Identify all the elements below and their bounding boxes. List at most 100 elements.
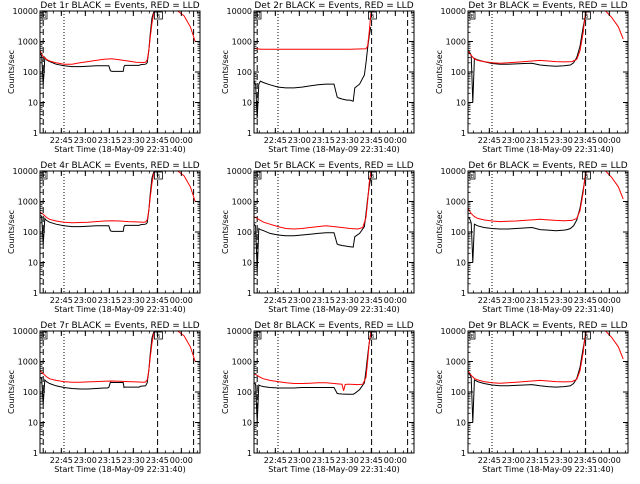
- y-tick-label: 1: [33, 289, 38, 298]
- lld-series-line: [40, 11, 196, 65]
- lld-series-line: [40, 171, 196, 224]
- annotation-box: [582, 331, 591, 340]
- x-tick-label: 22:45: [478, 296, 501, 305]
- x-tick-label: 22:45: [50, 136, 73, 145]
- y-tick-label: 1: [461, 129, 466, 138]
- x-tick-label: 23:30: [550, 456, 573, 465]
- events-series-line: [40, 171, 160, 245]
- x-tick-label: 23:30: [122, 456, 145, 465]
- y-axis-label: Counts/sec: [221, 50, 230, 94]
- panel-title: Det 1r BLACK = Events, RED = LLD: [40, 1, 199, 11]
- x-tick-label: 23:45: [574, 296, 597, 305]
- x-axis-label: Start Time (18-May-09 22:31:40): [268, 305, 399, 314]
- x-tick-label: 23:45: [146, 456, 169, 465]
- annotation-box: [153, 11, 163, 20]
- annotation-box: [582, 171, 591, 180]
- annotation-box-label: B: [371, 334, 375, 340]
- y-axis-label: Counts/sec: [435, 370, 444, 414]
- x-tick-label: 23:30: [122, 136, 145, 145]
- panel-title: Det 5r BLACK = Events, RED = LLD: [254, 161, 413, 171]
- annotation-box: [367, 11, 377, 20]
- x-tick-label: 23:15: [312, 456, 335, 465]
- annotation-box-label: B: [43, 14, 47, 20]
- y-tick-label: 100: [451, 68, 466, 77]
- y-tick-label: 10: [456, 419, 466, 428]
- x-tick-label: 00:00: [384, 296, 407, 305]
- x-tick-label: 00:00: [598, 456, 621, 465]
- x-axis-label: Start Time (18-May-09 22:31:40): [268, 465, 399, 474]
- x-tick-label: 23:45: [574, 456, 597, 465]
- x-tick-label: 00:00: [384, 136, 407, 145]
- x-axis-label: Start Time (18-May-09 22:31:40): [482, 305, 613, 314]
- lld-series-line: [468, 171, 624, 223]
- y-tick-label: 1: [247, 449, 252, 458]
- x-tick-label: 23:15: [98, 136, 121, 145]
- events-series-line: [468, 331, 588, 423]
- y-tick-label: 1: [461, 289, 466, 298]
- annotation-box-label: B: [471, 334, 475, 340]
- y-tick-label: 10000: [441, 167, 466, 176]
- events-series-line: [40, 331, 160, 405]
- y-axis-label: Counts/sec: [7, 50, 16, 94]
- y-tick-label: 1000: [446, 198, 466, 207]
- annotation-box: [153, 171, 163, 180]
- panel-title: Det 7r BLACK = Events, RED = LLD: [40, 321, 199, 331]
- x-tick-label: 00:00: [598, 296, 621, 305]
- y-tick-label: 1: [247, 129, 252, 138]
- x-tick-label: 23:45: [360, 296, 383, 305]
- x-tick-label: 23:30: [550, 296, 573, 305]
- panel-det-5: Det 5r BLACK = Events, RED = LLD B B 1 10 100…: [221, 161, 415, 314]
- annotation-box-label: B: [471, 174, 475, 180]
- lld-series-line: [254, 11, 408, 50]
- panel-title: Det 8r BLACK = Events, RED = LLD: [254, 321, 413, 331]
- lld-series-line: [468, 331, 624, 384]
- y-tick-label: 10000: [13, 327, 38, 336]
- y-axis-label: Counts/sec: [221, 370, 230, 414]
- x-tick-label: 23:45: [574, 136, 597, 145]
- y-axis-label: Counts/sec: [221, 210, 230, 254]
- annotation-box-label: B: [585, 14, 589, 20]
- x-tick-label: 23:00: [74, 296, 97, 305]
- x-tick-label: 22:45: [50, 456, 73, 465]
- x-tick-label: 23:00: [502, 296, 525, 305]
- y-tick-label: 10: [28, 419, 38, 428]
- x-tick-label: 23:30: [336, 296, 359, 305]
- annotation-box-label: B: [257, 334, 261, 340]
- events-series-line: [254, 26, 372, 119]
- y-tick-label: 1000: [232, 358, 252, 367]
- annotation-box-label: B: [371, 14, 375, 20]
- x-tick-label: 23:45: [360, 456, 383, 465]
- x-tick-label: 23:15: [98, 296, 121, 305]
- x-axis-label: Start Time (18-May-09 22:31:40): [268, 145, 399, 154]
- x-axis-label: Start Time (18-May-09 22:31:40): [482, 145, 613, 154]
- lld-series-line: [468, 11, 624, 64]
- annotation-box-label: B: [43, 334, 47, 340]
- annotation-box: [367, 331, 377, 340]
- annotation-box-label: B: [43, 174, 47, 180]
- panel-det-9: Det 9r BLACK = Events, RED = LLD B B 1 10 100…: [435, 321, 629, 474]
- y-tick-label: 1000: [18, 358, 38, 367]
- annotation-box: [153, 331, 163, 340]
- y-tick-label: 10: [456, 99, 466, 108]
- annotation-box-label: B: [157, 334, 161, 340]
- lld-series-line: [254, 331, 408, 391]
- x-tick-label: 00:00: [598, 136, 621, 145]
- x-tick-label: 23:45: [146, 136, 169, 145]
- annotation-box: [367, 171, 377, 180]
- panel-det-2: Det 2r BLACK = Events, RED = LLD B B 1 10 100…: [221, 1, 415, 154]
- panel-det-6: Det 6r BLACK = Events, RED = LLD B B 1 10 100…: [435, 161, 629, 314]
- annotation-box-label: B: [585, 334, 589, 340]
- y-tick-label: 1: [461, 449, 466, 458]
- annotation-box-label: B: [371, 174, 375, 180]
- y-tick-label: 100: [23, 68, 38, 77]
- events-series-line: [254, 177, 372, 272]
- y-tick-label: 10: [242, 419, 252, 428]
- y-tick-label: 10000: [13, 7, 38, 16]
- x-tick-label: 22:45: [478, 136, 501, 145]
- annotation-box-label: B: [157, 14, 161, 20]
- y-tick-label: 1000: [18, 198, 38, 207]
- annotation-box: [582, 11, 591, 20]
- x-tick-label: 00:00: [384, 456, 407, 465]
- y-axis-label: Counts/sec: [435, 210, 444, 254]
